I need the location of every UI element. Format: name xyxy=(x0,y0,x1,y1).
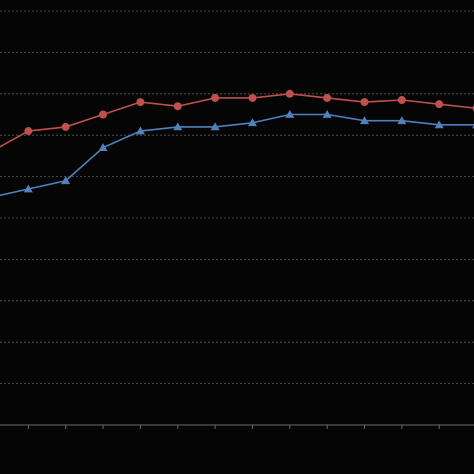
series-line xyxy=(0,113,474,197)
data-point xyxy=(247,118,257,127)
data-point xyxy=(24,127,33,136)
grid-lines xyxy=(0,10,474,385)
data-point xyxy=(323,93,332,102)
data-point xyxy=(173,122,183,131)
series-line xyxy=(0,92,474,148)
data-point xyxy=(211,93,220,102)
data-point xyxy=(285,110,295,118)
data-point xyxy=(136,98,145,107)
data-point xyxy=(322,110,332,118)
data-point xyxy=(360,116,369,125)
data-point xyxy=(397,96,406,105)
data-point xyxy=(435,100,444,109)
data-point xyxy=(360,98,369,107)
data-point xyxy=(434,120,444,129)
series-layer xyxy=(0,89,474,197)
data-point xyxy=(173,102,182,111)
series-1 xyxy=(0,89,474,148)
data-point xyxy=(397,116,407,125)
data-point xyxy=(248,93,257,102)
data-point xyxy=(23,184,33,193)
data-point xyxy=(61,176,71,185)
data-point xyxy=(210,122,220,131)
data-point xyxy=(285,89,294,98)
data-point xyxy=(98,143,108,151)
data-point xyxy=(135,126,145,135)
x-axis xyxy=(0,424,474,429)
data-point xyxy=(99,110,108,119)
series-2 xyxy=(0,110,474,197)
data-point xyxy=(61,122,70,131)
